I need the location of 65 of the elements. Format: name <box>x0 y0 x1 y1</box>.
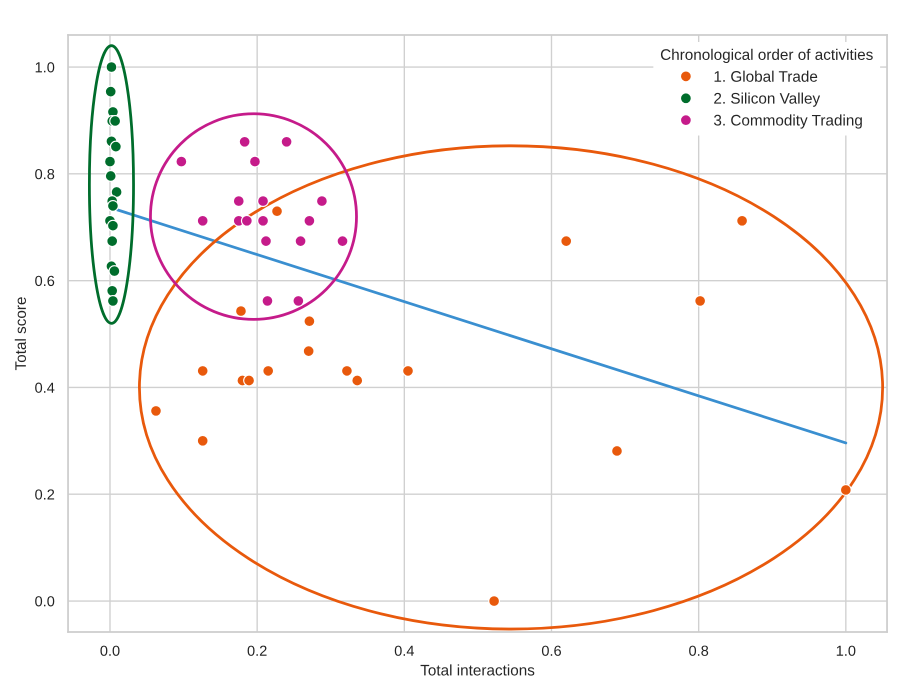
point <box>196 434 209 447</box>
point <box>694 295 706 307</box>
point <box>106 61 118 73</box>
point <box>260 235 272 248</box>
point <box>249 156 261 168</box>
point <box>106 200 119 212</box>
point <box>262 295 274 307</box>
x-tick-label: 0.2 <box>248 646 267 656</box>
point <box>106 220 119 232</box>
point <box>840 484 852 496</box>
y-axis-title: Total score <box>14 297 26 370</box>
point <box>110 140 122 153</box>
point <box>560 235 572 248</box>
x-tick-label: 0.4 <box>394 646 414 656</box>
point <box>294 235 306 248</box>
point <box>106 295 119 307</box>
y-tick-label: 1.0 <box>36 62 54 72</box>
point <box>336 235 348 248</box>
point <box>196 214 209 227</box>
point <box>303 315 316 328</box>
y-tick-label: 0.6 <box>35 276 54 286</box>
point <box>106 284 118 297</box>
point <box>280 136 293 148</box>
point <box>402 364 414 377</box>
point <box>262 364 274 377</box>
x-tick-label: 0.8 <box>689 646 708 656</box>
point <box>104 156 116 168</box>
point <box>736 214 748 227</box>
point <box>175 156 188 168</box>
point <box>235 305 247 318</box>
point <box>292 295 304 307</box>
x-tick-label: 0.6 <box>542 646 561 656</box>
point <box>611 445 623 457</box>
point <box>271 205 283 218</box>
point <box>106 235 118 248</box>
y-tick-label: 0.4 <box>35 382 54 393</box>
point <box>110 186 123 198</box>
point <box>150 405 162 417</box>
point <box>108 265 120 277</box>
point <box>257 195 269 208</box>
legend-label: 1. Global Trade <box>714 70 818 82</box>
y-tick-label: 0.2 <box>35 489 54 500</box>
x-axis-title: Total interactions <box>420 664 534 676</box>
point <box>257 214 269 227</box>
point <box>340 364 353 377</box>
point <box>232 195 245 208</box>
point <box>351 374 364 386</box>
point <box>240 214 253 227</box>
point <box>488 595 500 607</box>
point <box>243 374 255 386</box>
y-tick-label: 0.8 <box>35 168 54 180</box>
point <box>196 364 209 377</box>
legend-title: Chronological order of activities <box>660 48 873 64</box>
point <box>104 170 117 182</box>
point <box>109 115 122 127</box>
x-tick-label: 0.0 <box>100 646 120 656</box>
y-tick-label: 0.0 <box>35 596 54 606</box>
legend-label: 2. Silicon Valley <box>714 92 820 107</box>
point <box>238 136 251 148</box>
x-tick-label: 1.0 <box>836 646 856 656</box>
point <box>104 86 117 98</box>
point <box>316 195 328 208</box>
legend-label: 3. Commodity Trading <box>714 114 862 129</box>
point <box>303 214 316 227</box>
point <box>302 345 315 358</box>
